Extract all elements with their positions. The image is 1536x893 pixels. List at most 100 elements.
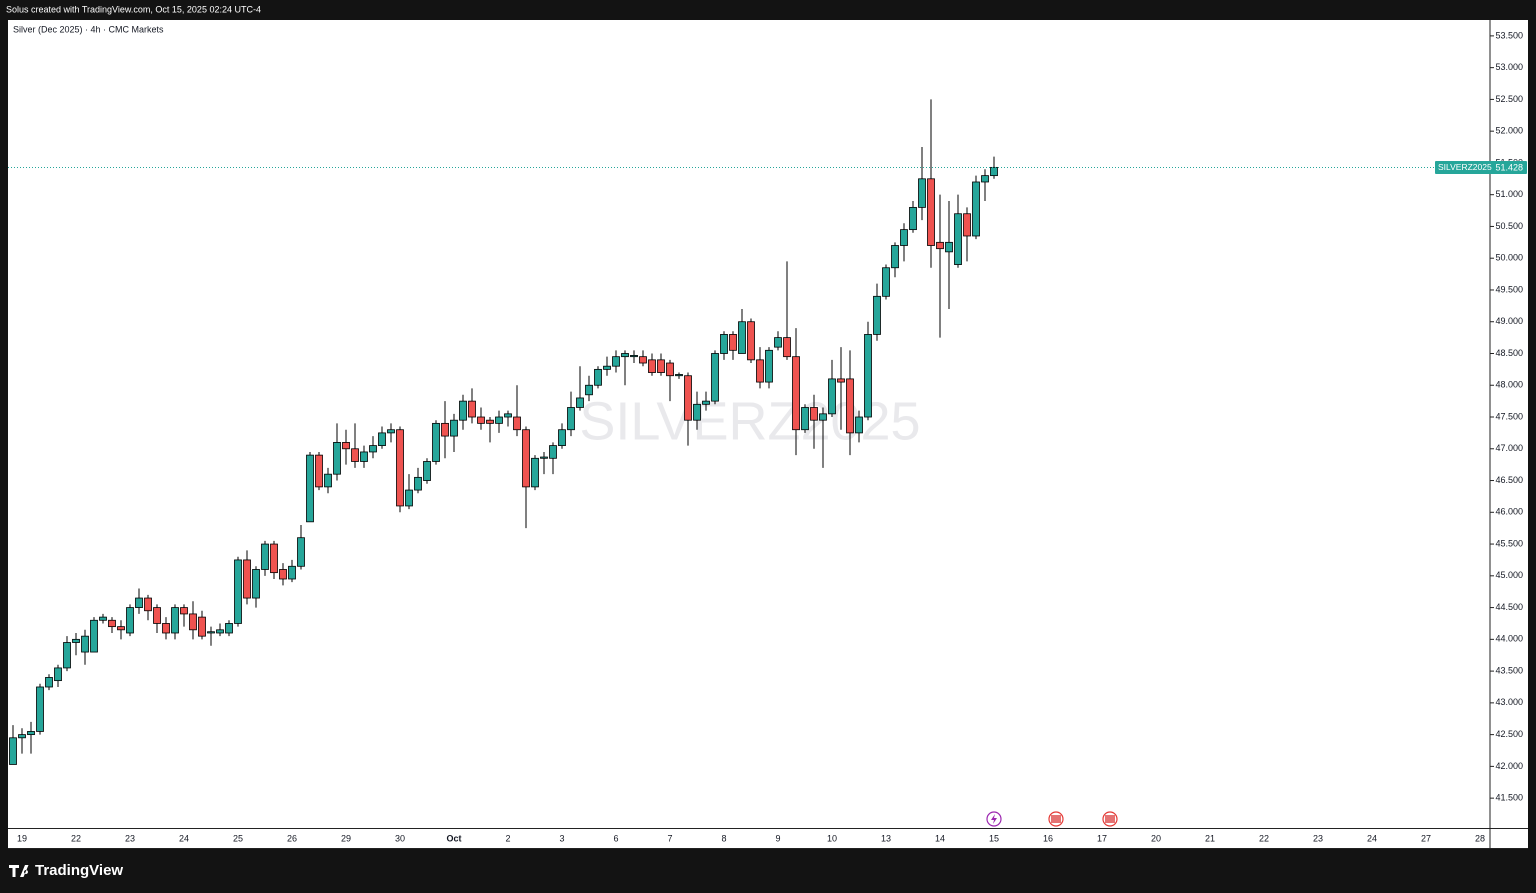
x-tick-label: 6	[613, 833, 618, 843]
candle-body	[630, 354, 638, 358]
candle-body	[126, 607, 134, 634]
candle-body	[612, 356, 620, 367]
candle-body	[342, 442, 350, 450]
candle-body	[99, 616, 107, 621]
y-tick-label: 41.500	[1495, 793, 1523, 803]
candle-body	[981, 175, 989, 183]
x-tick-label: 20	[1151, 833, 1161, 843]
candle-body	[441, 422, 449, 437]
candle-body	[387, 429, 395, 434]
candle-body	[27, 731, 35, 736]
y-tick-label: 49.000	[1495, 316, 1523, 326]
candle-body	[306, 454, 314, 523]
candle-body	[468, 400, 476, 418]
candle-body	[927, 178, 935, 246]
x-tick-label: 2	[505, 833, 510, 843]
candle-body	[432, 422, 440, 462]
x-tick-label: 3	[559, 833, 564, 843]
x-tick-label: 24	[179, 833, 189, 843]
footer-brand[interactable]: TradingView	[35, 862, 123, 879]
candle-body	[153, 607, 161, 624]
candle-body	[36, 686, 44, 732]
candle-body	[351, 448, 359, 462]
candle-body	[693, 403, 701, 421]
candle-body	[792, 356, 800, 431]
candle-body	[756, 359, 764, 383]
x-tick-label: 24	[1367, 833, 1377, 843]
y-tick-label: 50.000	[1495, 253, 1523, 263]
candle-body	[279, 569, 287, 580]
y-tick-label: 53.500	[1495, 30, 1523, 40]
last-price-box	[1435, 160, 1527, 174]
candle-body	[909, 206, 917, 231]
candle-body	[810, 407, 818, 421]
candle-body	[855, 416, 863, 434]
x-tick-label: 15	[989, 833, 999, 843]
candle-body	[954, 213, 962, 265]
candle-body	[711, 353, 719, 402]
candle-body	[801, 407, 809, 431]
chart-area	[8, 20, 1528, 848]
candle-body	[684, 375, 692, 421]
x-tick-label: 23	[1313, 833, 1323, 843]
x-tick-label: 27	[1421, 833, 1431, 843]
candle-body	[729, 334, 737, 351]
candle-body	[423, 461, 431, 481]
candle-body	[450, 419, 458, 437]
x-tick-label: 7	[667, 833, 672, 843]
x-tick-label: 29	[341, 833, 351, 843]
y-tick-label: 45.500	[1495, 538, 1523, 548]
candle-body	[360, 451, 368, 462]
candle-body	[531, 457, 539, 488]
candle-body	[657, 359, 665, 373]
y-tick-label: 42.000	[1495, 761, 1523, 771]
candle-body	[324, 473, 332, 488]
candle-body	[594, 368, 602, 386]
x-tick-label: 17	[1097, 833, 1107, 843]
candle-body	[90, 619, 98, 653]
candle-body	[459, 400, 467, 421]
x-tick-label: 25	[233, 833, 243, 843]
candle-body	[972, 181, 980, 237]
candle-body	[207, 631, 215, 634]
x-tick-label: 19	[17, 833, 27, 843]
candle-body	[936, 241, 944, 250]
y-tick-label: 49.500	[1495, 284, 1523, 294]
candle-body	[198, 616, 206, 637]
candle-body	[216, 629, 224, 634]
candle-body	[396, 429, 404, 507]
candle-body	[702, 400, 710, 405]
legend-title: Silver (Dec 2025) · 4h · CMC Markets	[13, 24, 164, 34]
candle-body	[378, 432, 386, 446]
candle-body	[270, 543, 278, 574]
candle-body	[765, 349, 773, 383]
y-tick-label: 43.000	[1495, 697, 1523, 707]
candle-body	[891, 245, 899, 269]
candle-body	[567, 407, 575, 431]
candle-body	[495, 416, 503, 424]
candle-body	[45, 677, 53, 688]
candle-body	[405, 489, 413, 507]
candle-body	[315, 454, 323, 488]
candle-body	[873, 295, 881, 335]
x-tick-label: 22	[71, 833, 81, 843]
y-tick-label: 42.500	[1495, 729, 1523, 739]
logo-mark	[9, 865, 29, 877]
candle-body	[54, 667, 62, 682]
x-tick-label: 23	[125, 833, 135, 843]
candle-body	[135, 597, 143, 608]
candle-body	[864, 334, 872, 418]
x-tick-label: 16	[1043, 833, 1053, 843]
last-price-symbol: SILVERZ2025	[1438, 162, 1492, 172]
candle-body	[918, 178, 926, 208]
candle-body	[783, 337, 791, 358]
x-tick-label: 8	[721, 833, 726, 843]
candle-body	[333, 442, 341, 475]
y-tick-label: 53.000	[1495, 62, 1523, 72]
candle-body	[945, 241, 953, 253]
footer-logo: TradingView	[9, 862, 123, 879]
candle-body	[117, 626, 125, 631]
x-tick-label: 22	[1259, 833, 1269, 843]
event-icon-glyph	[991, 814, 997, 824]
